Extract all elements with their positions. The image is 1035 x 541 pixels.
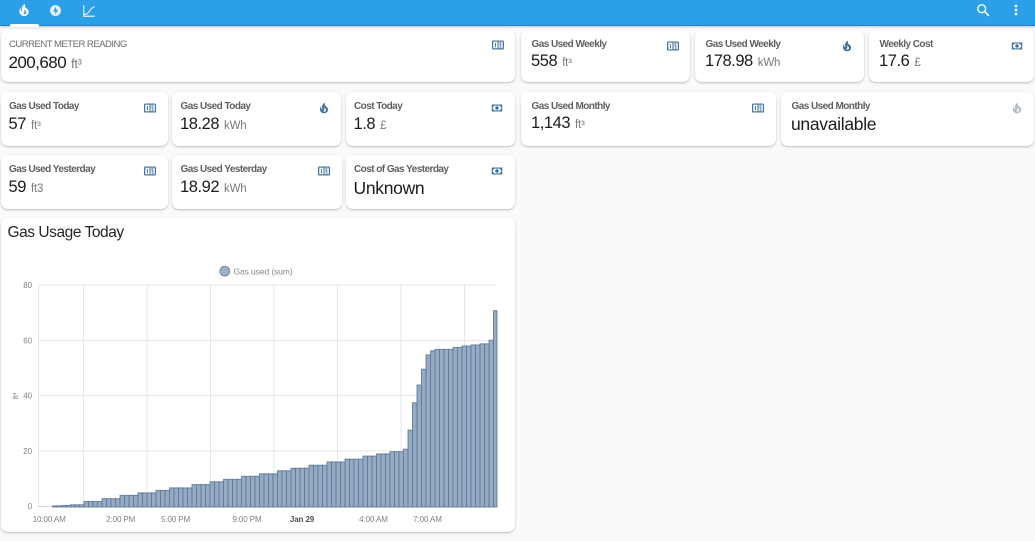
svg-text:20: 20: [23, 447, 32, 456]
svg-text:9:00 PM: 9:00 PM: [232, 515, 262, 524]
svg-text:Gas used (sum): Gas used (sum): [233, 266, 292, 276]
svg-text:4:00 AM: 4:00 AM: [359, 515, 388, 524]
svg-text:60: 60: [23, 336, 32, 345]
svg-text:40: 40: [23, 392, 32, 401]
svg-text:7:00 AM: 7:00 AM: [413, 515, 442, 524]
svg-text:Jan 29: Jan 29: [289, 515, 314, 524]
svg-text:80: 80: [23, 281, 32, 290]
svg-text:0: 0: [27, 502, 32, 511]
svg-text:ft³: ft³: [11, 392, 20, 399]
svg-text:5:00 PM: 5:00 PM: [160, 515, 190, 524]
svg-text:2:00 PM: 2:00 PM: [106, 515, 136, 524]
svg-text:10:00 AM: 10:00 AM: [32, 515, 65, 524]
